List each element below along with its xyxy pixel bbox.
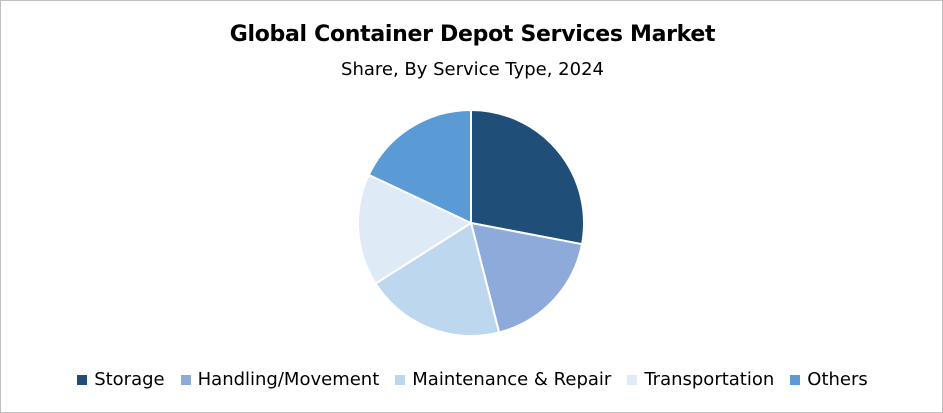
- chart-subtitle: Share, By Service Type, 2024: [341, 59, 604, 80]
- legend-item-transportation: Transportation: [627, 369, 774, 390]
- legend-item-handling-movement: Handling/Movement: [180, 369, 380, 390]
- legend-label: Maintenance & Repair: [412, 369, 612, 390]
- legend-label: Transportation: [644, 369, 775, 390]
- legend-label: Handling/Movement: [197, 369, 380, 390]
- pie-slice-transportation: [357, 173, 474, 285]
- legend-label: Storage: [94, 369, 165, 390]
- pie-slice-storage: [470, 108, 585, 246]
- legend-item-others: Others: [790, 369, 868, 390]
- legend-swatch: [77, 374, 88, 385]
- legend-item-storage: Storage: [77, 369, 165, 390]
- legend-swatch: [790, 374, 801, 385]
- pie-slice-handling-movement: [469, 221, 584, 334]
- pie-slice-maintenance-repair: [374, 221, 501, 337]
- legend-swatch: [395, 374, 406, 385]
- legend-label: Others: [807, 369, 868, 390]
- legend-item-maintenance-repair: Maintenance & Repair: [395, 369, 611, 390]
- legend-swatch: [180, 374, 191, 385]
- legend-swatch: [627, 374, 638, 385]
- pie-chart: [357, 108, 585, 337]
- pie-slice-others: [367, 108, 472, 225]
- chart-title: Global Container Depot Services Market: [229, 22, 716, 47]
- chart-legend: Storage Handling/Movement Maintenance & Re…: [1, 369, 943, 390]
